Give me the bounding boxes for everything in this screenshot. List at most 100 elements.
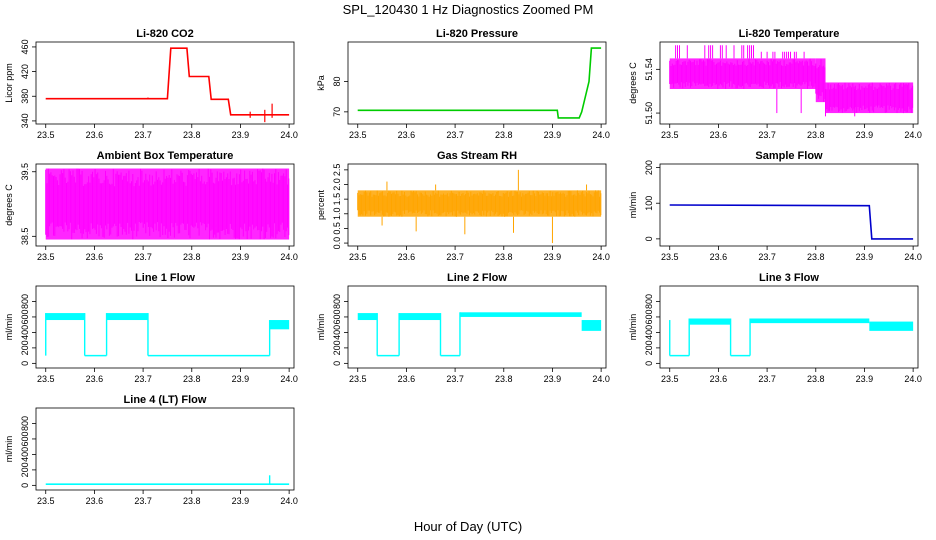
panel-line2: Line 2 Flow ml/min 23.5 23.6 23.7 23.8 23.9 24.… (316, 272, 610, 384)
x-tick-label: 23.5 (37, 374, 55, 384)
panel-ylabel: ml/min (628, 192, 638, 219)
x-tick-label: 24.0 (592, 252, 610, 262)
y-tick-label: 400 (332, 325, 342, 340)
y-tick-label: 70 (332, 107, 342, 117)
panel-sample_flow: Sample Flow ml/min 23.5 23.6 23.7 23.8 23.9 24.… (628, 150, 922, 262)
panel-ylabel: degrees C (4, 184, 14, 226)
x-tick-label: 23.7 (446, 374, 464, 384)
panel-line1: Line 1 Flow ml/min 23.5 23.6 23.7 23.8 23.9 24.… (4, 272, 298, 384)
y-tick-label: 2.5 (332, 164, 342, 177)
panel-title: Line 3 Flow (759, 272, 819, 284)
series-high-segment (689, 318, 731, 325)
panel-title: Line 2 Flow (447, 272, 507, 284)
x-tick-label: 23.7 (134, 496, 152, 506)
panel-ylabel: ml/min (4, 436, 14, 463)
y-tick-label: 200 (644, 160, 654, 175)
panel-ylabel: ml/min (628, 314, 638, 341)
x-tick-label: 23.9 (232, 374, 250, 384)
y-tick-label: 0.5 (332, 222, 342, 235)
data-layer (45, 313, 290, 357)
panel-ylabel: kPa (316, 75, 326, 91)
data-layer (669, 318, 914, 357)
plot-frame (659, 41, 919, 125)
y-tick-label: 51.54 (644, 58, 654, 81)
data-layer (45, 475, 290, 485)
y-tick-label: 0 (20, 483, 30, 488)
panel-title: Sample Flow (755, 150, 823, 162)
y-tick-label: 51.50 (644, 102, 654, 125)
series-high-segment (459, 312, 582, 317)
y-tick-label: 200 (20, 462, 30, 477)
series-line (357, 47, 602, 119)
y-tick-label: 200 (332, 340, 342, 355)
plot-frame (659, 163, 919, 247)
y-tick-label: 100 (644, 196, 654, 211)
series-high-segment (750, 318, 870, 324)
panel-ylabel: degrees C (628, 62, 638, 104)
y-tick-label: 460 (20, 39, 30, 54)
x-tick-label: 23.7 (758, 252, 776, 262)
y-tick-label: 200 (20, 340, 30, 355)
y-tick-label: 600 (644, 309, 654, 324)
x-tick-label: 23.7 (134, 252, 152, 262)
x-tick-label: 23.9 (856, 252, 874, 262)
panel-ylabel: ml/min (4, 314, 14, 341)
panel-pressure: Li-820 Pressure kPa 23.5 23.6 23.7 23.8 23.9 24… (316, 28, 610, 140)
x-tick-label: 23.8 (183, 252, 201, 262)
series-high-segment (357, 313, 378, 321)
x-tick-label: 23.8 (495, 130, 513, 140)
series-high-segment (106, 313, 148, 321)
x-tick-label: 23.6 (398, 130, 416, 140)
x-tick-label: 23.6 (710, 252, 728, 262)
x-tick-label: 23.5 (349, 130, 367, 140)
panel-box_temp: Ambient Box Temperature degrees C 23.5 23.6… (4, 150, 298, 262)
y-tick-label: 80 (332, 76, 342, 86)
series-high-segment (869, 321, 914, 331)
plot-frame (35, 41, 295, 125)
x-tick-label: 23.5 (37, 496, 55, 506)
series-top-spikes (675, 45, 754, 59)
x-tick-label: 23.8 (183, 130, 201, 140)
y-tick-label: 800 (20, 416, 30, 431)
y-tick-label: 600 (20, 431, 30, 446)
panel-rh: Gas Stream RH percent 23.5 23.6 23.7 23.8 23.9… (316, 150, 610, 262)
y-tick-label: 0 (644, 361, 654, 366)
y-tick-label: 800 (20, 294, 30, 309)
x-tick-label: 23.7 (758, 374, 776, 384)
x-tick-label: 23.6 (86, 252, 104, 262)
x-tick-label: 23.8 (807, 130, 825, 140)
y-tick-label: 1.5 (332, 193, 342, 206)
y-tick-label: 38.5 (20, 228, 30, 246)
series-top-spikes (760, 51, 805, 59)
x-tick-label: 23.5 (349, 374, 367, 384)
x-tick-label: 23.5 (661, 374, 679, 384)
x-tick-label: 24.0 (280, 130, 298, 140)
x-tick-label: 23.6 (86, 374, 104, 384)
x-tick-label: 24.0 (904, 252, 922, 262)
x-tick-label: 24.0 (280, 374, 298, 384)
y-tick-label: 400 (20, 325, 30, 340)
data-layer (45, 168, 290, 240)
x-tick-label: 24.0 (904, 374, 922, 384)
x-tick-label: 23.8 (807, 252, 825, 262)
x-tick-label: 23.9 (544, 374, 562, 384)
x-tick-label: 23.5 (37, 252, 55, 262)
y-tick-label: 600 (20, 309, 30, 324)
x-tick-label: 23.5 (37, 130, 55, 140)
x-tick-label: 23.9 (856, 130, 874, 140)
x-tick-label: 23.6 (398, 374, 416, 384)
x-tick-label: 23.6 (710, 130, 728, 140)
y-tick-label: 800 (332, 294, 342, 309)
x-tick-label: 23.7 (134, 130, 152, 140)
series-high-segment (399, 313, 441, 321)
panel-title: Line 4 (LT) Flow (124, 394, 207, 406)
x-tick-label: 23.5 (349, 252, 367, 262)
x-tick-label: 24.0 (280, 252, 298, 262)
y-tick-label: 340 (20, 113, 30, 128)
y-tick-label: 600 (332, 309, 342, 324)
y-tick-label: 380 (20, 89, 30, 104)
plot-frame (347, 41, 607, 125)
x-tick-label: 23.6 (86, 496, 104, 506)
y-tick-label: 800 (644, 294, 654, 309)
